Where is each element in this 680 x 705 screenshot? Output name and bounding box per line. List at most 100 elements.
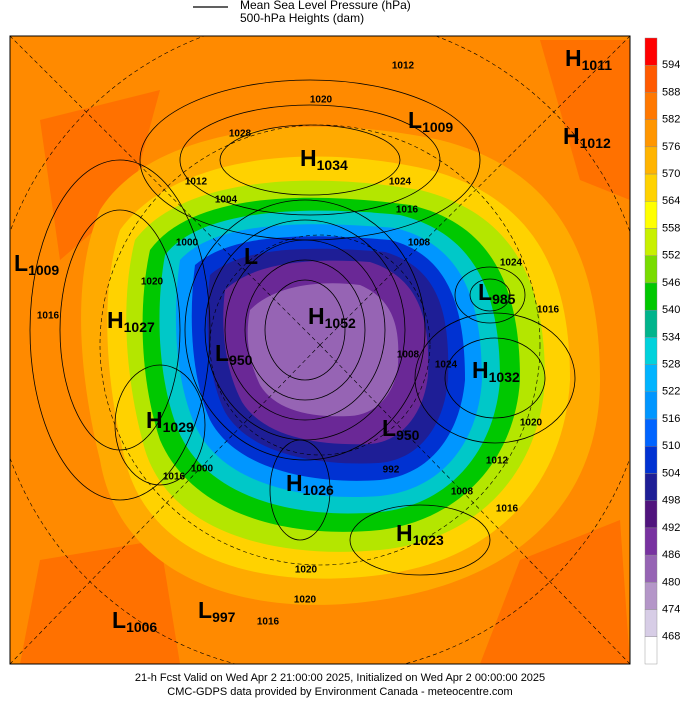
contour-label: 1020 [310,95,333,106]
contour-label: 1020 [141,277,164,288]
contour-label: 1016 [537,305,560,316]
contour-label: 1008 [397,350,420,361]
colorbar-label: 522 [662,386,680,398]
colorbar-label: 492 [662,522,680,534]
center-value: 1052 [325,315,356,331]
colorbar-swatch [644,527,658,556]
colorbar-swatch [644,92,658,120]
center-value: 1009 [28,262,59,278]
colorbar-label: 540 [662,304,680,316]
center-type: L [14,250,28,276]
center-type: H [107,307,124,333]
center-type: H [146,407,163,433]
contour-label: 1008 [408,238,431,249]
colorbar-swatch [644,364,658,393]
contour-label: 1024 [389,177,412,188]
pressure-center: L [244,243,258,269]
colorbar-label: 474 [662,603,680,615]
pressure-center: H1023 [396,520,444,548]
contour-labels: 1012 1020 1028 1024 1012 1004 1016 1008 1024 1020… [37,61,560,628]
colorbar-label: 534 [662,331,680,343]
center-value: 997 [212,609,236,625]
pressure-center: H1034 [300,145,348,173]
colorbar-label: 468 [662,631,680,643]
contour-label: 1020 [520,418,543,429]
contour-label: 1016 [496,504,519,515]
center-value: 1011 [582,57,613,73]
colorbar-swatch [644,446,658,474]
contour-label: 992 [383,465,400,476]
pressure-center: L1009 [408,107,453,135]
center-value: 1009 [422,119,453,135]
contour-label: 1016 [396,205,419,216]
pressure-centers: H1011H1012L1009H1034L1009H1027L985H1052L… [14,45,612,635]
colorbar-label: 528 [662,359,680,371]
center-type: H [472,357,489,383]
center-value: 985 [492,291,516,307]
colorbar-swatch [644,500,658,529]
colorbar-swatch [644,554,658,583]
colorbar-swatch [644,609,658,637]
colorbar-swatch [644,582,658,610]
contour-label: 1020 [294,595,317,606]
graticule [10,36,630,664]
colorbar-label: 510 [662,440,680,452]
colorbar-label: 498 [662,495,680,507]
colorbar-swatch [644,37,658,66]
colorbar-label: 558 [662,222,680,234]
center-type: H [300,145,317,171]
center-type: L [382,415,396,441]
pressure-center: L985 [478,279,516,307]
colorbar-swatch [644,418,658,447]
contour-label: 1004 [215,195,238,206]
footer-text: CMC-GDPS data provided by Environment Ca… [167,686,512,698]
center-value: 1032 [489,369,520,385]
colorbar-swatch [644,391,658,420]
colorbar-label: 480 [662,576,680,588]
pressure-center: L1009 [14,250,59,278]
contour-label: 1012 [392,61,415,72]
center-type: L [198,597,212,623]
contour-label: 1016 [257,617,280,628]
colorbar-swatch [644,146,658,175]
colorbar-swatch [644,309,658,338]
center-value: 1026 [303,482,334,498]
pressure-center: L997 [198,597,236,625]
colorbar-swatch [644,228,658,256]
contour-label: 1012 [185,177,208,188]
contour-label: 1000 [176,238,199,249]
contour-label: 1012 [486,456,509,467]
contour-label: 1020 [295,565,318,576]
colorbar-label: 570 [662,168,680,180]
pressure-center: H1032 [472,357,520,385]
pressure-center: L1006 [112,607,157,635]
contour-label: 1008 [451,487,474,498]
contour-label: 1024 [435,360,458,371]
colorbar-label: 576 [662,141,680,153]
colorbar-swatch [644,201,658,229]
pressure-center: H1012 [563,123,611,151]
center-type: L [112,607,126,633]
contour-label: 1000 [191,464,214,475]
center-value: 950 [229,352,253,368]
colorbar-label: 504 [662,467,680,479]
center-type: L [215,340,229,366]
pressure-center: H1011 [565,45,612,73]
pressure-center: H1052 [308,303,356,331]
center-type: H [565,45,582,71]
footer-text: 21-h Fcst Valid on Wed Apr 2 21:00:00 20… [135,672,545,684]
colorbar-swatch [644,119,658,148]
center-value: 1027 [124,319,155,335]
colorbar-label: 564 [662,195,680,207]
center-value: 1023 [413,532,444,548]
colorbar-swatch [644,282,658,311]
contour-label: 1016 [163,472,186,483]
colorbar-label: 552 [662,250,680,262]
colorbar-swatch [644,255,658,284]
legend-label: 500-hPa Heights (dam) [240,11,364,25]
field-band [247,283,399,417]
map-frame [9,35,631,665]
colorbar-label: 516 [662,413,680,425]
